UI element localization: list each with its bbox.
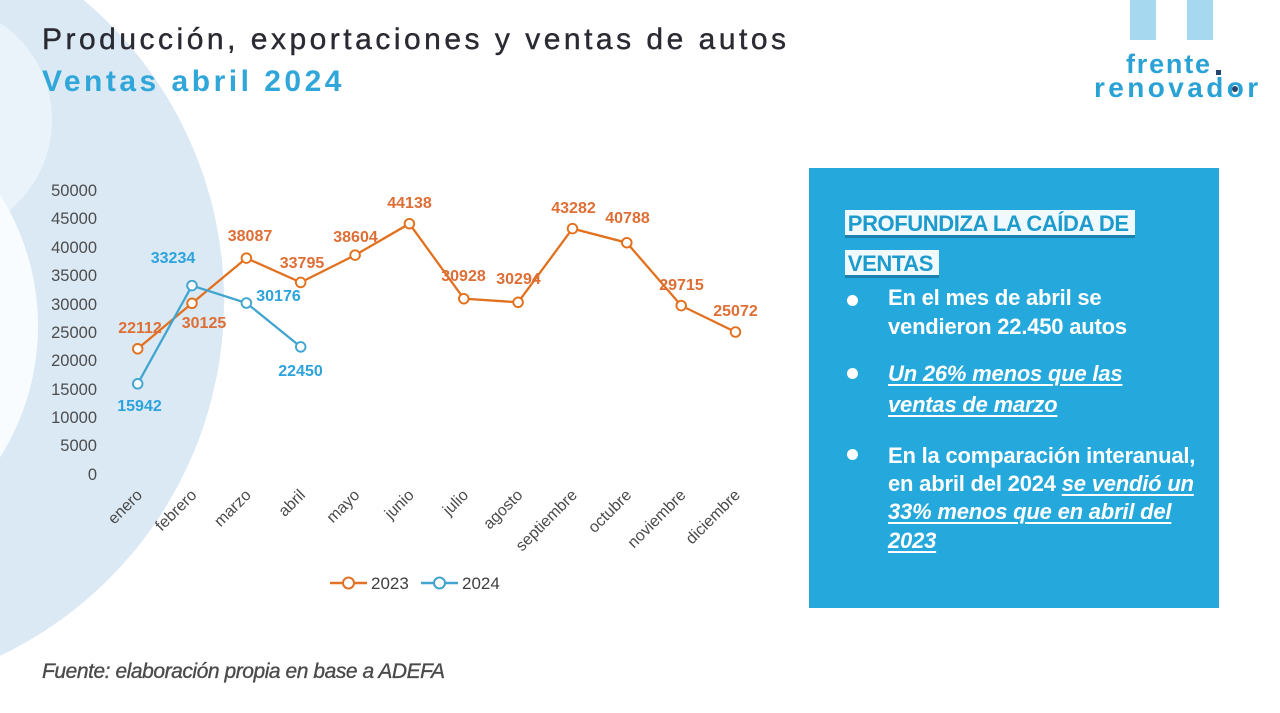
svg-text:mayo: mayo [324,487,364,527]
svg-text:44138: 44138 [387,195,432,212]
svg-text:julio: julio [439,487,472,520]
svg-text:33795: 33795 [280,255,325,272]
svg-text:30294: 30294 [496,271,541,288]
svg-text:40788: 40788 [605,210,650,227]
svg-text:abril: abril [276,487,309,520]
svg-text:30125: 30125 [182,315,227,332]
svg-text:43282: 43282 [551,200,596,217]
svg-text:2024: 2024 [462,574,500,593]
svg-text:octubre: octubre [585,487,635,537]
svg-text:30928: 30928 [441,268,486,285]
svg-text:5000: 5000 [60,437,97,455]
svg-text:33234: 33234 [151,250,196,267]
svg-text:45000: 45000 [51,210,97,228]
svg-text:10000: 10000 [51,409,97,427]
svg-text:diciembre: diciembre [683,487,744,548]
svg-text:15000: 15000 [51,381,97,399]
svg-text:22450: 22450 [278,363,323,380]
svg-text:30176: 30176 [256,288,301,305]
svg-text:0: 0 [88,466,97,484]
svg-text:agosto: agosto [480,487,526,533]
svg-text:junio: junio [381,487,418,524]
svg-text:25072: 25072 [713,303,758,320]
svg-text:22112: 22112 [118,320,162,337]
svg-text:2023: 2023 [371,574,409,593]
svg-text:50000: 50000 [51,182,97,200]
svg-text:noviembre: noviembre [625,487,690,552]
svg-text:15942: 15942 [117,398,162,415]
svg-text:38604: 38604 [333,229,378,246]
svg-text:38087: 38087 [228,228,273,245]
svg-text:marzo: marzo [211,487,255,531]
svg-text:29715: 29715 [659,277,704,294]
svg-text:35000: 35000 [51,267,97,285]
svg-text:25000: 25000 [51,324,97,342]
svg-text:30000: 30000 [51,296,97,314]
svg-text:40000: 40000 [51,239,97,257]
svg-text:20000: 20000 [51,352,97,370]
